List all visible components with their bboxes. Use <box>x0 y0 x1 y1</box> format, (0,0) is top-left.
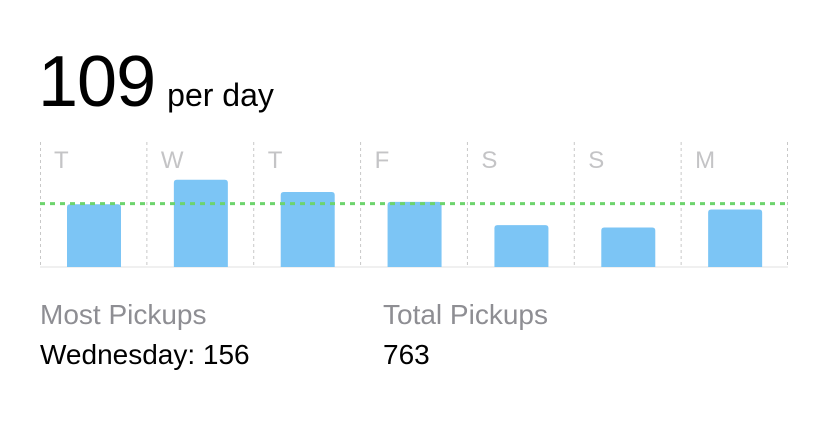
most-pickups-stat: Most Pickups Wednesday: 156 <box>40 298 250 372</box>
total-pickups-label: Total Pickups <box>383 299 548 330</box>
chart-bar <box>280 192 335 267</box>
chart-bar <box>67 204 121 267</box>
chart-bar <box>601 227 656 267</box>
chart-day-label: S <box>588 147 604 174</box>
chart-day-label: M <box>695 147 715 174</box>
total-pickups-stat: Total Pickups 763 <box>383 298 548 372</box>
chart-bar <box>494 225 549 267</box>
daily-average-unit: per day <box>167 77 274 113</box>
chart-day-label: S <box>481 147 497 174</box>
chart-day-label: T <box>54 147 69 174</box>
daily-average-value: 109 <box>38 42 156 122</box>
most-pickups-label: Most Pickups <box>40 299 207 330</box>
chart-bar <box>387 201 442 267</box>
chart-day-label: T <box>268 147 283 174</box>
chart-bar <box>173 179 228 267</box>
most-pickups-value: Wednesday: 156 <box>40 339 250 370</box>
chart-bar <box>708 209 763 267</box>
daily-average: 109 per day <box>38 42 274 122</box>
total-pickups-value: 763 <box>383 339 430 370</box>
chart-day-label: W <box>161 147 184 174</box>
chart-day-label: F <box>375 147 390 174</box>
